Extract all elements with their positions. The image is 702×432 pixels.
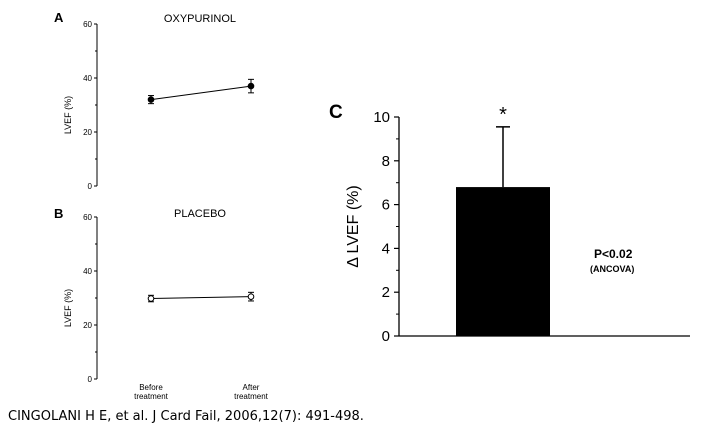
data-point (147, 295, 155, 302)
y-tick-label: 60 (83, 213, 92, 222)
series-line (150, 85, 252, 101)
y-tick-label: 20 (83, 321, 92, 330)
x-tick-label: After treatment (234, 383, 269, 401)
bar (456, 187, 550, 336)
panel-label: A (54, 10, 64, 25)
panel-label: C (329, 102, 343, 123)
y-tick-label: 60 (83, 20, 92, 29)
y-tick-label: 20 (83, 128, 92, 137)
y-tick-label: 0 (88, 375, 93, 384)
y-tick-label: 6 (382, 197, 390, 214)
y-axis-label: LVEF (%) (63, 289, 73, 327)
chart-title: OXYPURINOL (164, 13, 236, 25)
y-axis-label: LVEF (%) (63, 96, 73, 134)
panel-label: B (54, 206, 63, 221)
data-point (147, 96, 155, 103)
series-line (150, 296, 252, 300)
y-tick-label: 8 (382, 153, 390, 170)
citation: CINGOLANI H E, et al. J Card Fail, 2006,… (8, 409, 364, 424)
y-tick-label: 0 (382, 328, 390, 345)
data-point (247, 82, 255, 90)
y-tick-label: 40 (83, 74, 92, 83)
significance-marker: * (499, 104, 507, 126)
p-value-annotation: P<0.02 (594, 247, 633, 261)
y-tick-label: 40 (83, 267, 92, 276)
y-tick-label: 2 (382, 284, 390, 301)
y-tick-label: 10 (373, 109, 390, 126)
data-point (247, 293, 255, 300)
y-axis-label: Δ LVEF (%) (345, 185, 362, 267)
chart-title: PLACEBO (174, 208, 226, 220)
y-tick-label: 0 (88, 182, 93, 191)
y-tick-label: 4 (382, 240, 390, 257)
test-annotation: (ANCOVA) (590, 264, 634, 274)
x-tick-label: Before treatment (134, 383, 169, 401)
